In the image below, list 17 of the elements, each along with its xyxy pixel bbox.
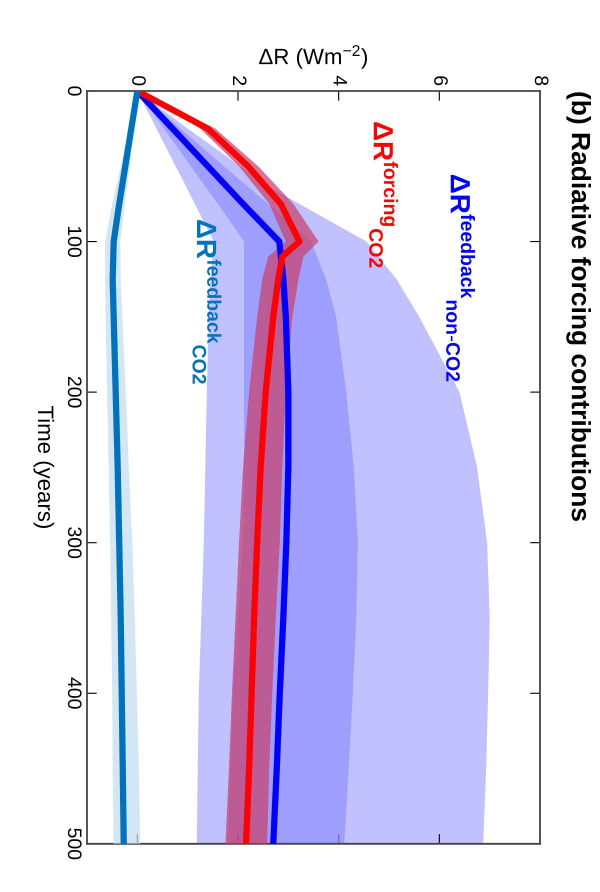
y-tick-label: 400 bbox=[68, 677, 82, 709]
y-tick-label: 500 bbox=[68, 828, 82, 860]
x-axis-title: ΔR (Wm$^{−2}$) bbox=[259, 45, 367, 69]
x-tick-label: 6 bbox=[434, 76, 448, 86]
text: ΔR$^{feedback}$$_{CO2}$ bbox=[192, 220, 222, 384]
y-tick-label: 300 bbox=[68, 527, 82, 558]
y-tick-label: 100 bbox=[68, 226, 82, 258]
x-tick-label: 8 bbox=[534, 76, 549, 86]
text: ΔR$^{forcing}$$_{CO2}$ bbox=[369, 122, 398, 268]
x-tick-label: 4 bbox=[334, 76, 348, 86]
text: (b) Radiative forcing contributions bbox=[566, 92, 591, 521]
x-tick-label: 2 bbox=[232, 76, 247, 86]
y-tick-label: 0 bbox=[68, 86, 82, 96]
x-tick-label: 0 bbox=[132, 76, 146, 86]
text: ΔR$^{feedback}$$_{non-CO2}$ bbox=[446, 174, 476, 382]
y-axis-title: Time (years) bbox=[33, 406, 54, 528]
y-tick-label: 200 bbox=[68, 376, 82, 408]
